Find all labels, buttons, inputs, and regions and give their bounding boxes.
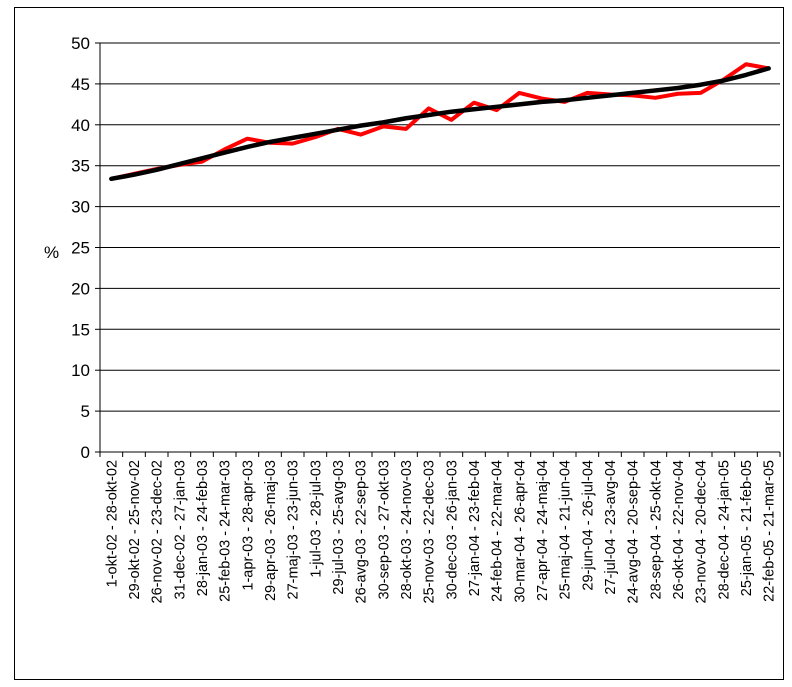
y-tick-label: 45 [71, 75, 90, 94]
x-tick-label: 28-okt-03 - 24-nov-03 [399, 460, 415, 599]
x-tick-label: 27-apr-04 - 24-maj-04 [535, 460, 551, 601]
y-tick-label: 20 [71, 279, 90, 298]
x-tick-label: 24-feb-04 - 22-mar-04 [490, 460, 506, 602]
x-tick-label: 27-jul-04 - 23-avg-04 [603, 460, 619, 595]
x-tick-label: 1-jul-03 - 28-jul-03 [308, 460, 324, 578]
x-tick-label: 23-nov-04 - 20-dec-04 [694, 460, 710, 603]
y-tick-label: 35 [71, 157, 90, 176]
x-tick-label: 1-okt-02 - 28-okt-02 [104, 460, 120, 587]
x-tick-label: 29-jun-04 - 26-jul-04 [580, 460, 596, 591]
x-tick-label: 26-okt-04 - 22-nov-04 [671, 460, 687, 599]
x-tick-label: 30-mar-04 - 26-apr-04 [512, 460, 528, 603]
gridlines [100, 42, 780, 412]
x-tick-label: 25-feb-03 - 24-mar-03 [218, 460, 234, 602]
x-tick-label: 25-jan-05 - 21-feb-05 [739, 460, 755, 596]
y-tick-label: 50 [71, 34, 90, 53]
y-tick-label: 15 [71, 320, 90, 339]
x-tick-label: 26-avg-03 - 22-sep-03 [354, 460, 370, 603]
y-tick-label: 0 [81, 443, 90, 462]
y-tick-label: 40 [71, 116, 90, 135]
y-tick-label: 5 [81, 402, 90, 421]
series-group [109, 62, 771, 182]
x-tick-label: 29-apr-03 - 26-maj-03 [263, 460, 279, 601]
x-tick-label: 30-dec-03 - 26-jan-03 [444, 460, 460, 599]
x-tick-label: 1-apr-03 - 28-apr-03 [240, 460, 256, 591]
x-tick-label: 28-sep-04 - 25-okt-04 [648, 460, 664, 599]
x-tick-label: 26-nov-02 - 23-dec-02 [150, 460, 166, 603]
x-tick-label: 24-avg-04 - 20-sep-04 [626, 460, 642, 603]
series-line-black [109, 66, 771, 182]
x-tick-label: 22-feb-05 - 21-mar-05 [762, 460, 778, 602]
y-axis-ticks: 0 5 10 15 20 25 30 35 40 45 50 [71, 34, 100, 462]
x-tick-label: 29-okt-02 - 25-nov-02 [127, 460, 143, 599]
x-tick-label: 25-maj-04 - 21-jun-04 [558, 460, 574, 599]
y-tick-label: 10 [71, 361, 90, 380]
y-axis-label: % [44, 243, 59, 262]
axes [99, 43, 781, 457]
y-tick-label: 30 [71, 198, 90, 217]
x-tick-label: 31-dec-02 - 27-jan-03 [172, 460, 188, 599]
x-tick-label: 29-jul-03 - 25-avg-03 [331, 460, 347, 595]
x-tick-label: 25-nov-03 - 22-dec-03 [422, 460, 438, 603]
x-tick-label: 30-sep-03 - 27-okt-03 [376, 460, 392, 599]
x-axis-tick-labels: 1-okt-02 - 28-okt-02 29-okt-02 - 25-nov-0… [104, 460, 777, 603]
y-tick-label: 25 [71, 239, 90, 258]
series-line-red [109, 62, 771, 181]
x-tick-label: 28-jan-03 - 24-feb-03 [195, 460, 211, 596]
x-tick-label: 27-maj-03 - 23-jun-03 [286, 460, 302, 599]
x-tick-label: 28-dec-04 - 24-jan-05 [716, 460, 732, 599]
x-tick-label: 27-jan-04 - 23-feb-04 [467, 460, 483, 596]
